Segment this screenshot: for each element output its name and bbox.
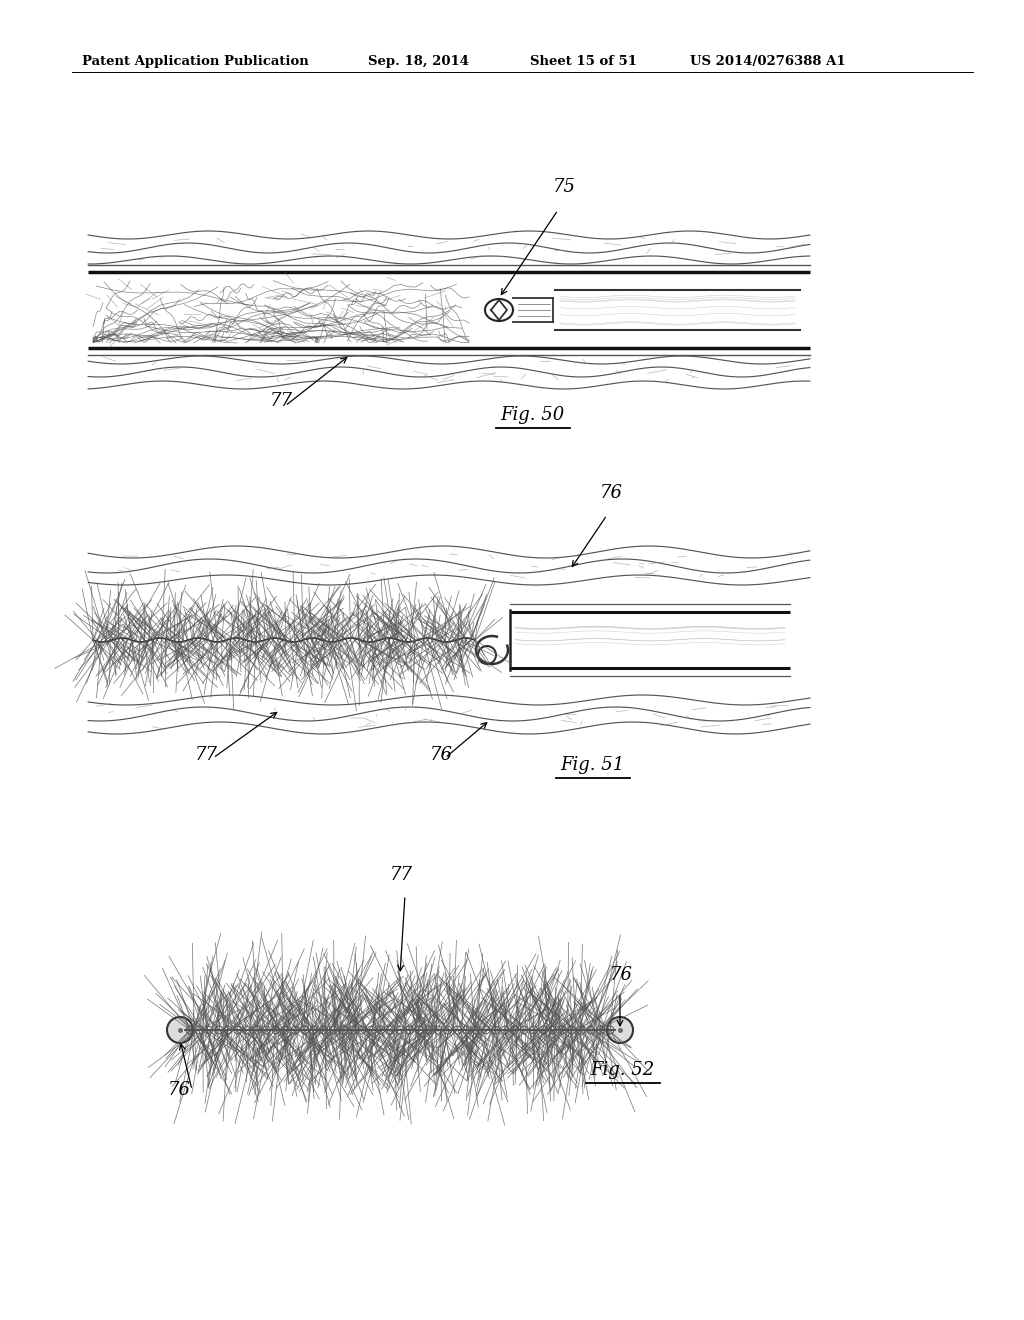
Text: Fig. 51: Fig. 51 bbox=[560, 756, 625, 774]
Text: Sep. 18, 2014: Sep. 18, 2014 bbox=[368, 55, 469, 69]
Text: 76: 76 bbox=[430, 746, 453, 764]
Text: Fig. 52: Fig. 52 bbox=[590, 1061, 654, 1078]
Text: 77: 77 bbox=[270, 392, 293, 411]
Text: 76: 76 bbox=[168, 1081, 191, 1100]
Text: Patent Application Publication: Patent Application Publication bbox=[82, 55, 309, 69]
Text: Fig. 50: Fig. 50 bbox=[500, 407, 564, 424]
Text: 77: 77 bbox=[195, 746, 218, 764]
Text: 76: 76 bbox=[610, 966, 633, 983]
Text: 76: 76 bbox=[600, 484, 623, 502]
Text: 75: 75 bbox=[553, 178, 575, 195]
Circle shape bbox=[167, 1016, 193, 1043]
Circle shape bbox=[607, 1016, 633, 1043]
Text: Sheet 15 of 51: Sheet 15 of 51 bbox=[530, 55, 637, 69]
Text: 77: 77 bbox=[390, 866, 413, 884]
Text: US 2014/0276388 A1: US 2014/0276388 A1 bbox=[690, 55, 846, 69]
